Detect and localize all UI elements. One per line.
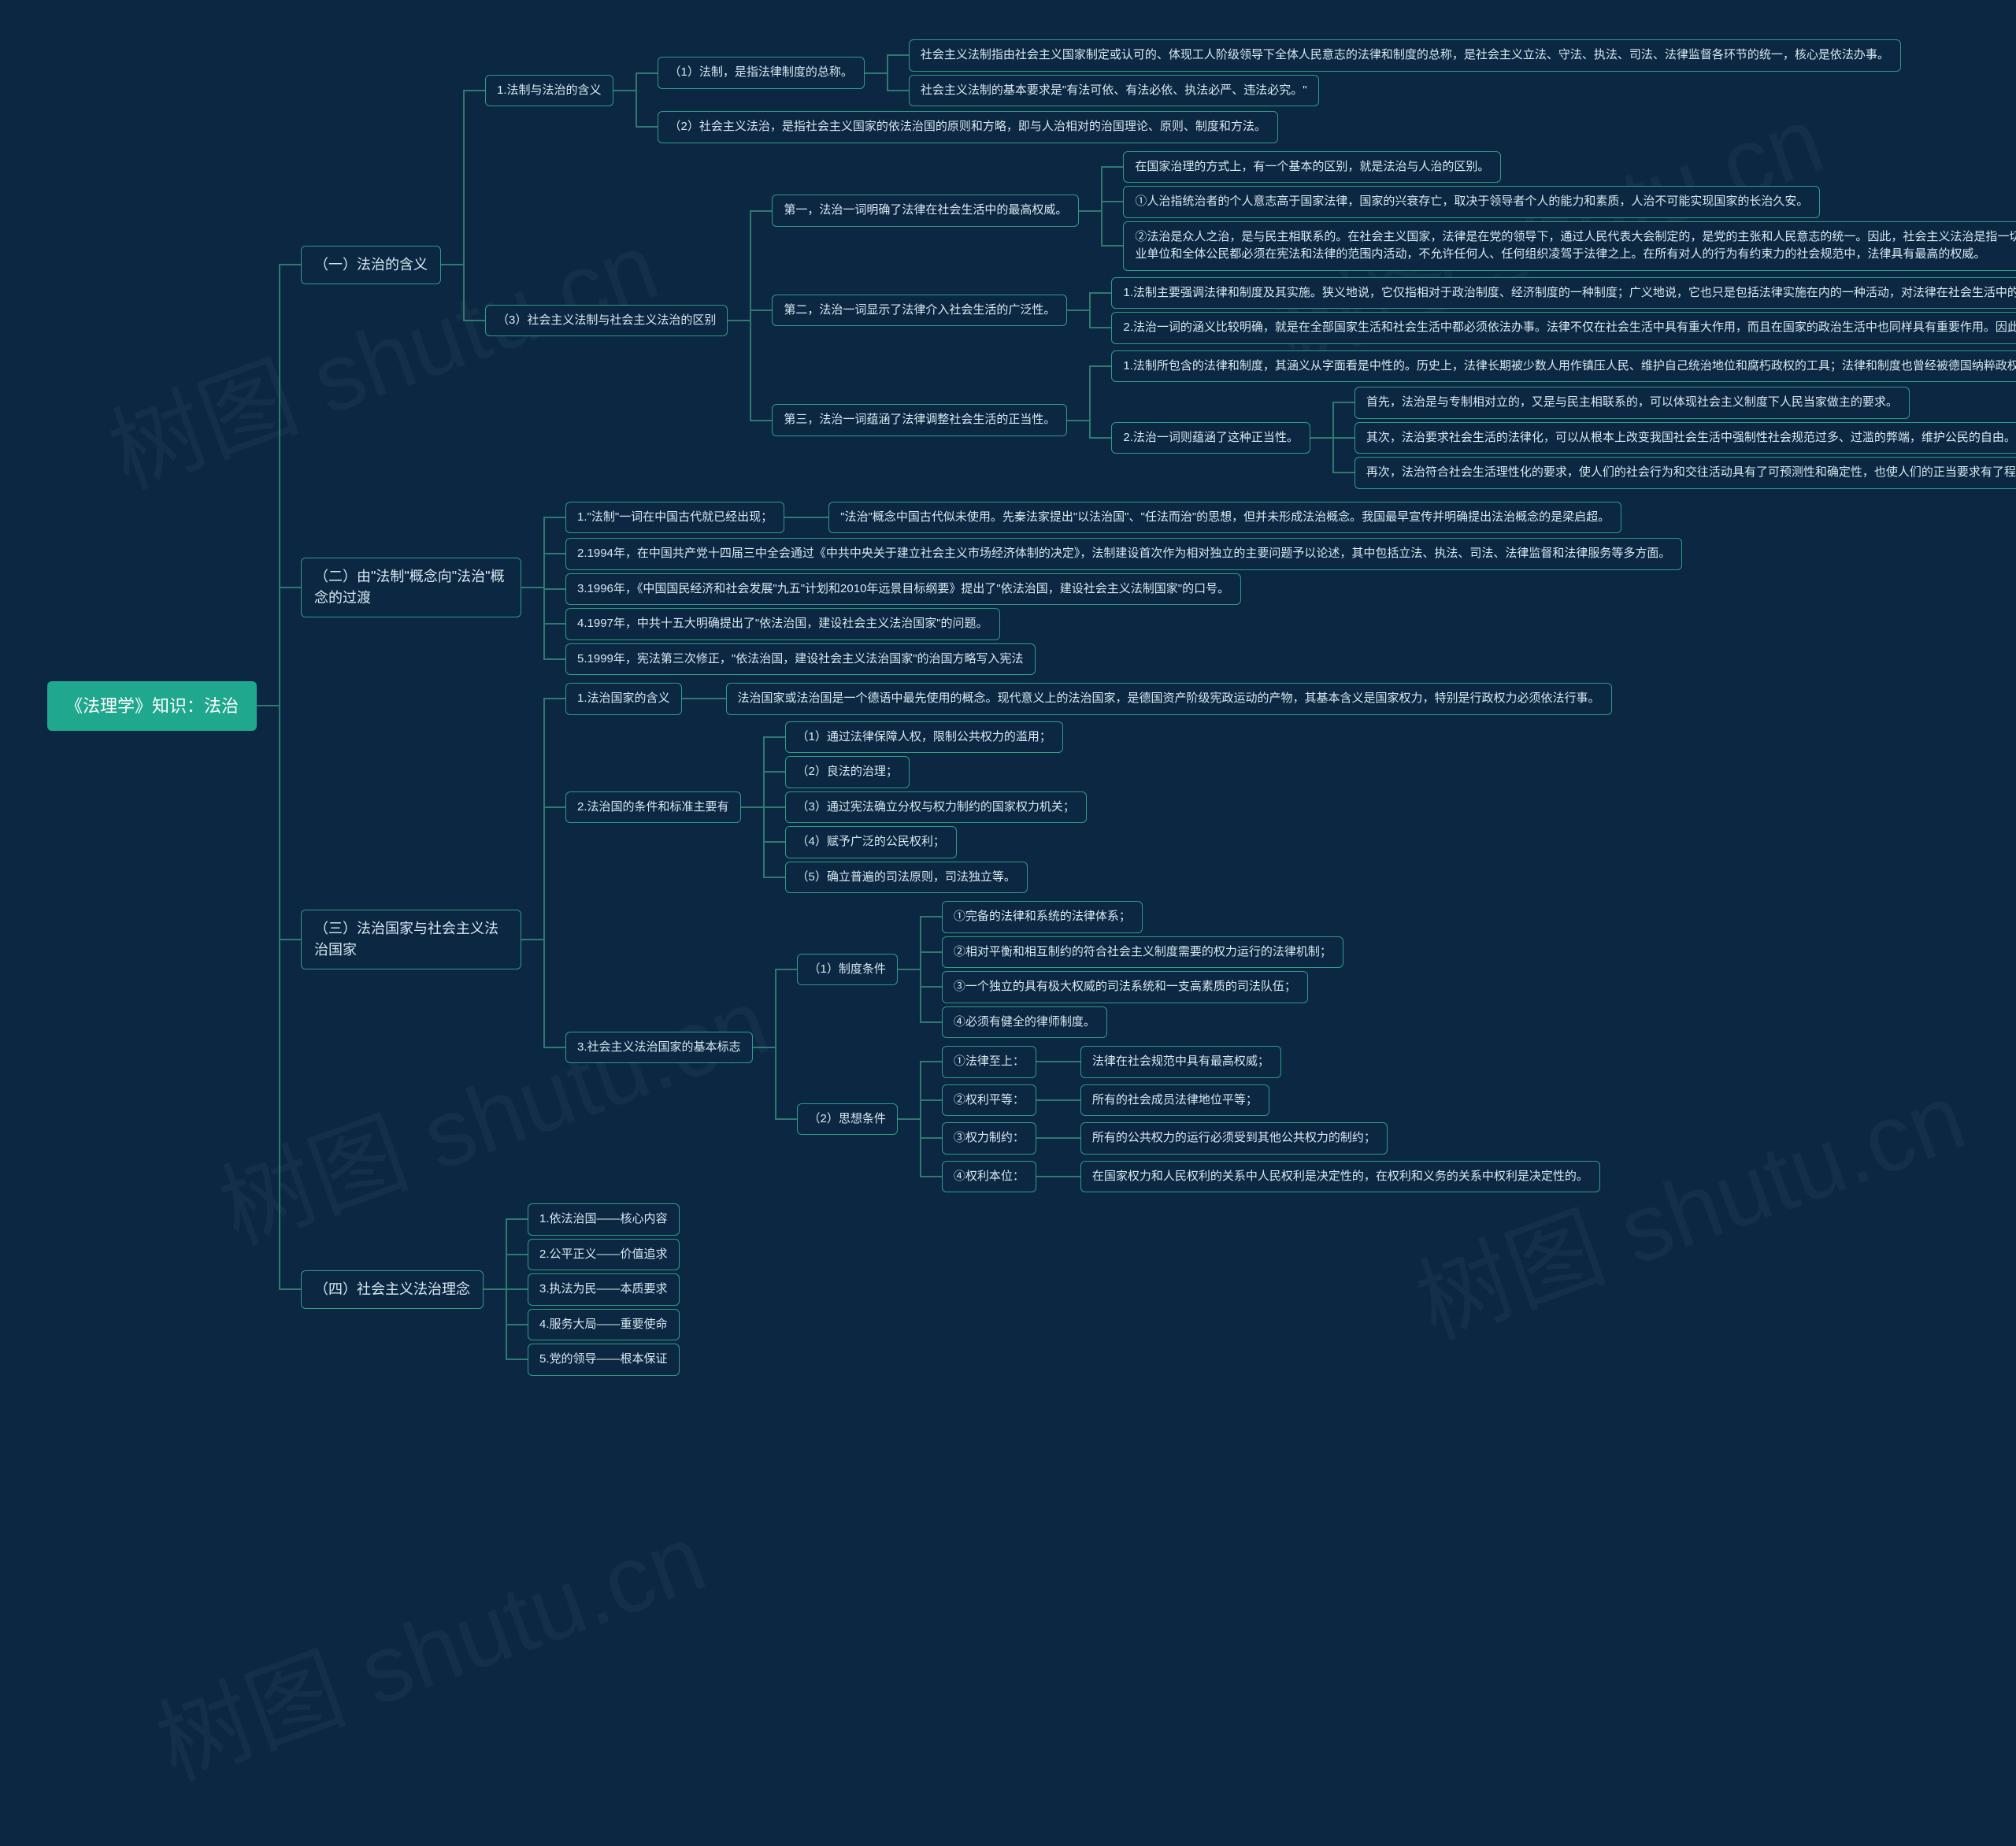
s3-n3[interactable]: 3.社会主义法治国家的基本标志 xyxy=(565,1032,753,1064)
section-4[interactable]: （四）社会主义法治理念 xyxy=(301,1270,484,1309)
s1-n3-p2[interactable]: 第二，法治一词显示了法律介入社会生活的广泛性。 xyxy=(772,295,1067,327)
leaf[interactable]: 5.党的领导——根本保证 xyxy=(528,1344,680,1376)
leaf[interactable]: ①法律至上： xyxy=(942,1046,1036,1078)
leaf[interactable]: ④必须有健全的律师制度。 xyxy=(942,1006,1107,1039)
leaf[interactable]: 1.依法治国——核心内容 xyxy=(528,1203,680,1236)
leaf[interactable]: 5.1999年，宪法第三次修正，"依法治国，建设社会主义法治国家"的治国方略写入… xyxy=(565,643,1036,676)
s1-n1-b[interactable]: （2）社会主义法治，是指社会主义国家的依法治国的原则和方略，即与人治相对的治国理… xyxy=(658,111,1278,143)
leaf[interactable]: （4）赋予广泛的公民权利； xyxy=(785,826,957,858)
s2-l1a[interactable]: 1."法制"一词在中国古代就已经出现； xyxy=(565,502,784,534)
section-1[interactable]: （一）法治的含义 xyxy=(301,246,441,284)
s3-n1[interactable]: 1.法治国家的含义 xyxy=(565,683,682,715)
mindmap-container: 《法理学》知识：法治 （一）法治的含义 1.法制与法治的含义 （1）法制，是指法… xyxy=(0,0,2016,1412)
s1-n1-a[interactable]: （1）法制，是指法律制度的总称。 xyxy=(658,57,865,89)
leaf[interactable]: 所有的公共权力的运行必须受到其他公共权力的制约； xyxy=(1080,1122,1388,1155)
leaf[interactable]: "法治"概念中国古代似未使用。先秦法家提出"以法治国"、"任法而治"的思想，但并… xyxy=(828,502,1621,534)
leaf[interactable]: 法律在社会规范中具有最高权威； xyxy=(1080,1046,1281,1078)
s1-n3-p3[interactable]: 第三，法治一词蕴涵了法律调整社会生活的正当性。 xyxy=(772,404,1067,436)
s1-n3-p1[interactable]: 第一，法治一词明确了法律在社会生活中的最高权威。 xyxy=(772,195,1079,227)
leaf[interactable]: （3）通过宪法确立分权与权力制约的国家权力机关； xyxy=(785,791,1087,824)
leaf[interactable]: ③一个独立的具有极大权威的司法系统和一支高素质的司法队伍； xyxy=(942,971,1308,1003)
leaf[interactable]: ②权利平等： xyxy=(942,1084,1036,1117)
leaf[interactable]: 首先，法治是与专制相对立的，又是与民主相联系的，可以体现社会主义制度下人民当家做… xyxy=(1354,387,1910,419)
s1-n1[interactable]: 1.法制与法治的含义 xyxy=(485,75,613,107)
s1-n3-p3-l2[interactable]: 2.法治一词则蕴涵了这种正当性。 xyxy=(1111,422,1310,454)
leaf[interactable]: 社会主义法制指由社会主义国家制定或认可的、体现工人阶级领导下全体人民意志的法律和… xyxy=(909,39,1901,72)
leaf[interactable]: 3.1996年，《中国国民经济和社会发展"九五"计划和2010年远景目标纲要》提… xyxy=(565,573,1241,606)
leaf[interactable]: ②相对平衡和相互制约的符合社会主义制度需要的权力运行的法律机制； xyxy=(942,936,1343,969)
leaf[interactable]: 2.公平正义——价值追求 xyxy=(528,1239,680,1271)
leaf[interactable]: （1）通过法律保障人权，限制公共权力的滥用； xyxy=(785,721,1063,754)
leaf[interactable]: 4.1997年，中共十五大明确提出了"依法治国，建设社会主义法治国家"的问题。 xyxy=(565,608,1000,640)
leaf[interactable]: 社会主义法制的基本要求是"有法可依、有法必依、执法必严、违法必究。" xyxy=(909,75,1319,107)
leaf[interactable]: 所有的社会成员法律地位平等； xyxy=(1080,1084,1269,1117)
leaf[interactable]: ④权利本位： xyxy=(942,1161,1036,1193)
section-3[interactable]: （三）法治国家与社会主义法治国家 xyxy=(301,910,521,969)
leaf[interactable]: 1.法制主要强调法律和制度及其实施。狭义地说，它仅指相对于政治制度、经济制度的一… xyxy=(1111,277,2016,310)
leaf[interactable]: 3.执法为民——本质要求 xyxy=(528,1273,680,1306)
leaf[interactable]: 其次，法治要求社会生活的法律化，可以从根本上改变我国社会生活中强制性社会规范过多… xyxy=(1354,422,2016,454)
leaf[interactable]: 再次，法治符合社会生活理性化的要求，使人们的社会行为和交往活动具有了可预测性和确… xyxy=(1354,457,2016,489)
leaf[interactable]: 4.服务大局——重要使命 xyxy=(528,1309,680,1341)
leaf[interactable]: 1.法制所包含的法律和制度，其涵义从字面看是中性的。历史上，法律长期被少数人用作… xyxy=(1111,350,2016,383)
leaf[interactable]: ②法治是众人之治，是与民主相联系的。在社会主义国家，法律是在党的领导下，通过人民… xyxy=(1123,221,2016,271)
leaf[interactable]: ③权力制约： xyxy=(942,1122,1036,1155)
section-2[interactable]: （二）由"法制"概念向"法治"概念的过渡 xyxy=(301,558,521,617)
leaf[interactable]: 2.1994年，在中国共产党十四届三中全会通过《中共中央关于建立社会主义市场经济… xyxy=(565,538,1682,570)
leaf[interactable]: 法治国家或法治国是一个德语中最先使用的概念。现代意义上的法治国家，是德国资产阶级… xyxy=(726,683,1612,715)
s3-n3-b[interactable]: （2）思想条件 xyxy=(797,1103,898,1136)
s1-n3[interactable]: （3）社会主义法制与社会主义法治的区别 xyxy=(485,305,728,337)
s3-n3-a[interactable]: （1）制度条件 xyxy=(797,954,898,986)
s3-n2[interactable]: 2.法治国的条件和标准主要有 xyxy=(565,791,741,824)
leaf[interactable]: （2）良法的治理； xyxy=(785,756,910,788)
leaf[interactable]: 2.法治一词的涵义比较明确，就是在全部国家生活和社会生活中都必须依法办事。法律不… xyxy=(1111,312,2016,344)
leaf[interactable]: （5）确立普遍的司法原则，司法独立等。 xyxy=(785,862,1028,894)
root-node[interactable]: 《法理学》知识：法治 xyxy=(47,681,257,731)
leaf[interactable]: ①人治指统治者的个人意志高于国家法律，国家的兴衰存亡，取决于领导者个人的能力和素… xyxy=(1123,186,1820,218)
leaf[interactable]: 在国家治理的方式上，有一个基本的区别，就是法治与人治的区别。 xyxy=(1123,151,1501,183)
leaf[interactable]: ①完备的法律和系统的法律体系； xyxy=(942,901,1143,933)
watermark: 树图 shutu.cn xyxy=(135,1481,721,1806)
leaf[interactable]: 在国家权力和人民权利的关系中人民权利是决定性的，在权利和义务的关系中权利是决定性… xyxy=(1080,1161,1600,1193)
